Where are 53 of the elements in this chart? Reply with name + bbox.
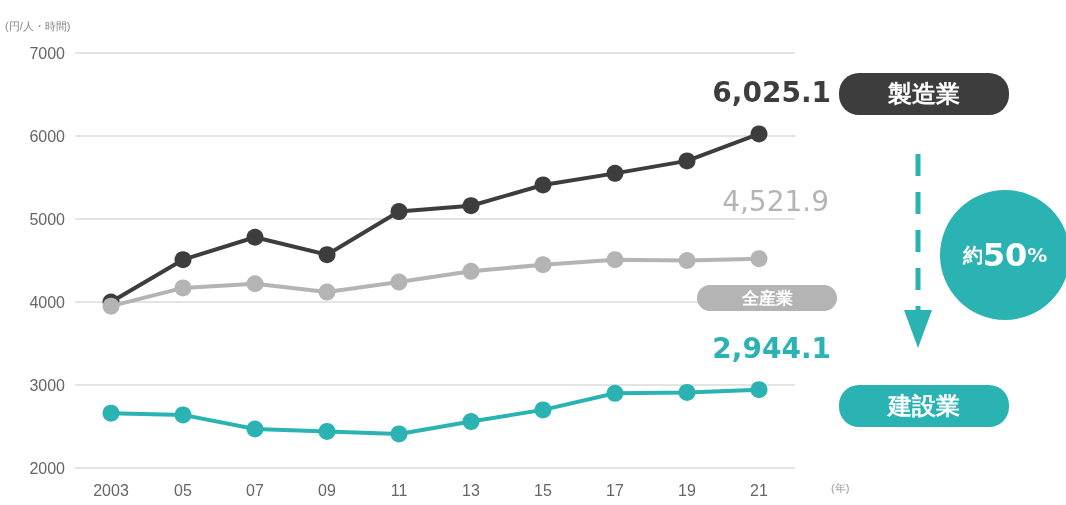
data-label: 4,521.9 [722, 184, 829, 218]
x-tick-label: 05 [174, 481, 192, 499]
x-tick-label: 19 [678, 481, 696, 499]
x-tick-label: 21 [750, 481, 768, 499]
data-label: 6,025.1 [712, 75, 831, 109]
point [246, 275, 264, 293]
point [462, 413, 480, 431]
point [678, 252, 696, 269]
point [318, 246, 336, 264]
point [462, 262, 480, 280]
point [678, 152, 696, 170]
data-label: 2,944.1 [712, 331, 831, 365]
y-axis-title: (円/人・時間) [5, 19, 71, 32]
x-tick-label: 07 [246, 481, 264, 499]
x-tick-label: 15 [534, 481, 552, 499]
point [246, 228, 264, 246]
point [606, 384, 624, 402]
point [534, 256, 552, 274]
point [174, 251, 192, 269]
y-tick-label: 7000 [29, 44, 66, 62]
y-tick-label: 3000 [29, 376, 66, 394]
x-tick-label: 17 [606, 481, 624, 499]
point [318, 283, 336, 301]
point [174, 406, 192, 424]
point [390, 203, 408, 221]
point [534, 176, 552, 194]
x-tick-label: 2003 [93, 481, 129, 499]
x-tick-label: 09 [318, 481, 336, 499]
name-tag: 製造業 [839, 72, 1009, 115]
y-tick-label: 5000 [29, 210, 66, 228]
y-tick-label: 2000 [29, 459, 66, 477]
point [390, 273, 408, 291]
point [102, 297, 120, 315]
point [102, 404, 120, 422]
x-axis-title: (年) [831, 481, 850, 494]
name-tag: 建設業 [839, 384, 1009, 427]
point [606, 251, 624, 269]
point [750, 125, 768, 143]
point [750, 250, 768, 268]
name-tag: 全産業 [697, 284, 837, 311]
y-tick-label: 6000 [29, 127, 66, 145]
point [318, 422, 336, 440]
point [246, 420, 264, 438]
point [462, 197, 480, 215]
x-tick-label: 13 [462, 481, 480, 499]
point [390, 425, 408, 443]
x-tick-label: 11 [390, 481, 408, 499]
point [750, 381, 768, 399]
point [174, 279, 192, 297]
point [606, 164, 624, 182]
point [534, 401, 552, 419]
y-tick-label: 4000 [29, 293, 66, 311]
point [678, 383, 696, 401]
